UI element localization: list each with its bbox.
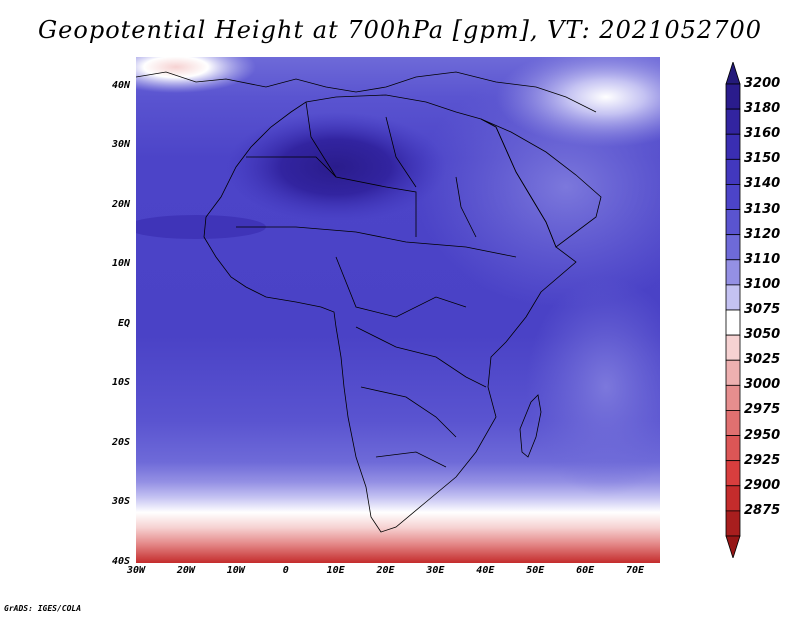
colorbar-label: 2875 bbox=[744, 502, 781, 518]
colorbar-label: 3160 bbox=[744, 126, 781, 142]
colorbar-segment bbox=[725, 334, 741, 361]
lon-tick-label: 10E bbox=[326, 565, 345, 576]
colorbar-label: 3120 bbox=[744, 226, 781, 242]
lat-tick-label: 10N bbox=[111, 258, 130, 270]
colorbar-segment bbox=[725, 510, 741, 537]
lon-tick-label: 60E bbox=[576, 565, 595, 576]
colorbar-label: 3110 bbox=[744, 251, 781, 267]
colorbar-segment bbox=[725, 384, 741, 411]
colorbar-segment bbox=[725, 410, 741, 436]
lat-tick-label: 20S bbox=[111, 436, 130, 448]
colorbar-segment bbox=[725, 309, 741, 336]
colorbar-segment bbox=[725, 359, 741, 386]
colorbar-label: 3150 bbox=[744, 151, 781, 167]
lat-tick-label: 40S bbox=[111, 556, 130, 567]
colorbar-segment bbox=[725, 158, 741, 185]
map-panel bbox=[136, 57, 660, 563]
high-height-region-sahara bbox=[226, 112, 446, 222]
lon-tick-label: 0 bbox=[282, 565, 289, 576]
lat-tick-label: 10S bbox=[111, 377, 130, 389]
lon-tick-label: 20E bbox=[376, 565, 395, 576]
colorbar-label: 3050 bbox=[744, 327, 781, 343]
lat-tick-label: 20N bbox=[111, 198, 130, 210]
colorbar-label: 3000 bbox=[744, 377, 781, 393]
high-height-band-west bbox=[136, 215, 266, 239]
colorbar-label: 3100 bbox=[744, 276, 781, 292]
lon-tick-label: 40E bbox=[476, 565, 495, 576]
colorbar-segment bbox=[725, 234, 741, 261]
lon-tick-label: 20W bbox=[176, 565, 195, 576]
lon-tick-label: 10W bbox=[226, 565, 245, 576]
map-canvas bbox=[136, 57, 660, 563]
colorbar-segment bbox=[725, 259, 741, 286]
lat-tick-label: EQ bbox=[117, 317, 130, 329]
colorbar-segment bbox=[725, 460, 741, 487]
colorbar-label: 3140 bbox=[744, 176, 781, 192]
colorbar bbox=[725, 62, 741, 558]
credit-text: GrADS: IGES/COLA bbox=[4, 604, 82, 613]
colorbar-label: 3200 bbox=[744, 76, 781, 91]
colorbar-top-arrow bbox=[725, 62, 741, 85]
colorbar-segment bbox=[725, 184, 741, 210]
map-title: Geopotential Height at 700hPa [gpm], VT:… bbox=[38, 16, 762, 44]
colorbar-label: 2900 bbox=[744, 477, 781, 493]
coastlines bbox=[136, 71, 602, 533]
lat-tick-label: 30N bbox=[111, 139, 130, 151]
colorbar-segment bbox=[725, 108, 741, 135]
colorbar-label: 2925 bbox=[744, 452, 781, 468]
lon-tick-label: 30E bbox=[426, 565, 445, 576]
colorbar-bottom-arrow bbox=[725, 535, 741, 558]
low-height-region-middle-east bbox=[496, 57, 660, 147]
colorbar-segment bbox=[725, 435, 741, 462]
lat-tick-label: 40N bbox=[111, 79, 130, 91]
colorbar-label: 2975 bbox=[744, 402, 781, 418]
colorbar-label: 2950 bbox=[744, 427, 781, 443]
colorbar-segment bbox=[725, 209, 741, 236]
colorbar-segment bbox=[725, 133, 741, 160]
lon-tick-label: 30W bbox=[126, 565, 146, 576]
lat-tick-label: 30S bbox=[111, 496, 130, 508]
low-height-region-atlantic bbox=[136, 57, 256, 93]
colorbar-label: 3130 bbox=[744, 201, 781, 217]
colorbar-label: 3180 bbox=[744, 101, 781, 117]
colorbar-label: 3075 bbox=[744, 302, 781, 317]
lon-tick-label: 50E bbox=[526, 565, 545, 576]
lon-tick-label: 70E bbox=[626, 565, 645, 576]
colorbar-segment bbox=[725, 485, 741, 512]
colorbar-segment bbox=[725, 83, 741, 110]
lower-height-region-indian-ocean bbox=[526, 277, 660, 497]
colorbar-label: 3025 bbox=[744, 352, 781, 368]
colorbar-segment bbox=[725, 284, 741, 311]
